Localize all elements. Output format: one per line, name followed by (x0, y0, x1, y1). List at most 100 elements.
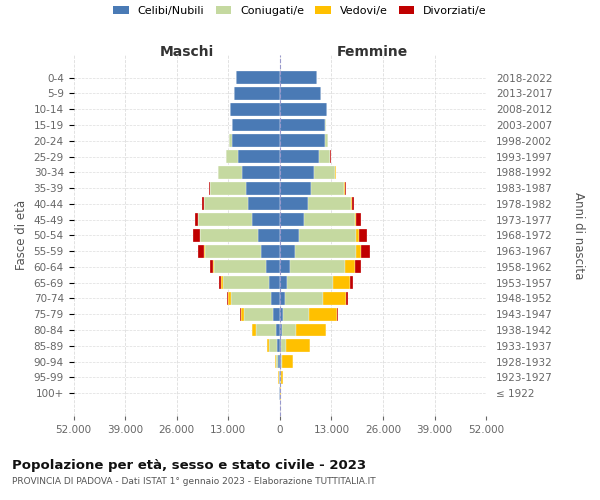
Bar (280, 182, 311, 194)
Bar (219, 276, 221, 289)
Bar (202, 198, 204, 210)
Bar (280, 386, 281, 400)
Bar (299, 229, 356, 242)
Bar (280, 244, 295, 258)
Bar (350, 276, 353, 289)
Bar (308, 198, 351, 210)
Bar (200, 229, 258, 242)
Bar (209, 182, 210, 194)
Bar (226, 150, 238, 163)
Bar (280, 355, 281, 368)
Bar (337, 308, 338, 320)
Bar (280, 324, 282, 336)
Bar (274, 308, 280, 320)
Bar (277, 355, 278, 368)
Bar (282, 324, 296, 336)
Bar (205, 244, 261, 258)
Text: Popolazione per età, sesso e stato civile - 2023: Popolazione per età, sesso e stato civil… (12, 460, 366, 472)
Legend: Celibi/Nubili, Coniugati/e, Vedovi/e, Divorziati/e: Celibi/Nubili, Coniugati/e, Vedovi/e, Di… (113, 6, 487, 16)
Bar (266, 260, 280, 274)
Bar (279, 371, 280, 384)
Y-axis label: Anni di nascita: Anni di nascita (572, 192, 585, 279)
Bar (355, 213, 356, 226)
Bar (241, 308, 244, 320)
Bar (290, 260, 345, 274)
Bar (231, 292, 271, 305)
Bar (193, 229, 200, 242)
Bar (230, 102, 280, 116)
Bar (280, 308, 283, 320)
Bar (323, 292, 346, 305)
Bar (232, 118, 280, 132)
Bar (267, 340, 269, 352)
Bar (253, 324, 256, 336)
Bar (356, 213, 361, 226)
Bar (287, 276, 332, 289)
Bar (356, 244, 361, 258)
Bar (213, 260, 214, 274)
Bar (242, 166, 280, 179)
Bar (194, 213, 198, 226)
Bar (280, 118, 325, 132)
Bar (280, 134, 325, 147)
Bar (271, 292, 280, 305)
Bar (280, 340, 281, 352)
Bar (304, 213, 355, 226)
Bar (282, 355, 293, 368)
Bar (280, 276, 287, 289)
Bar (246, 182, 280, 194)
Bar (311, 182, 344, 194)
Bar (214, 260, 266, 274)
Bar (228, 292, 231, 305)
Bar (285, 292, 323, 305)
Bar (309, 308, 337, 320)
Bar (238, 150, 280, 163)
Bar (229, 134, 232, 147)
Bar (280, 292, 285, 305)
Bar (280, 71, 317, 84)
Bar (352, 198, 353, 210)
Text: Maschi: Maschi (160, 44, 214, 59)
Bar (269, 276, 280, 289)
Bar (332, 276, 350, 289)
Bar (223, 276, 269, 289)
Bar (252, 213, 280, 226)
Bar (258, 229, 280, 242)
Bar (211, 182, 246, 194)
Bar (234, 87, 280, 100)
Bar (269, 340, 277, 352)
Bar (278, 355, 280, 368)
Bar (197, 244, 205, 258)
Bar (359, 229, 367, 242)
Bar (280, 87, 322, 100)
Bar (276, 324, 280, 336)
Bar (232, 134, 280, 147)
Bar (325, 134, 328, 147)
Bar (280, 150, 319, 163)
Text: Femmine: Femmine (337, 44, 408, 59)
Bar (280, 102, 328, 116)
Bar (218, 166, 242, 179)
Bar (199, 213, 252, 226)
Y-axis label: Fasce di età: Fasce di età (15, 200, 28, 270)
Bar (261, 244, 280, 258)
Bar (319, 150, 330, 163)
Text: PROVINCIA DI PADOVA - Dati ISTAT 1° gennaio 2023 - Elaborazione TUTTITALIA.IT: PROVINCIA DI PADOVA - Dati ISTAT 1° genn… (12, 477, 376, 486)
Bar (356, 229, 359, 242)
Bar (281, 340, 286, 352)
Bar (355, 260, 361, 274)
Bar (280, 166, 314, 179)
Bar (283, 308, 309, 320)
Bar (280, 229, 299, 242)
Bar (248, 198, 280, 210)
Bar (210, 260, 213, 274)
Bar (205, 198, 248, 210)
Bar (244, 308, 274, 320)
Bar (256, 324, 276, 336)
Bar (281, 355, 282, 368)
Bar (240, 308, 241, 320)
Bar (346, 292, 349, 305)
Bar (295, 244, 356, 258)
Bar (221, 276, 223, 289)
Bar (236, 71, 280, 84)
